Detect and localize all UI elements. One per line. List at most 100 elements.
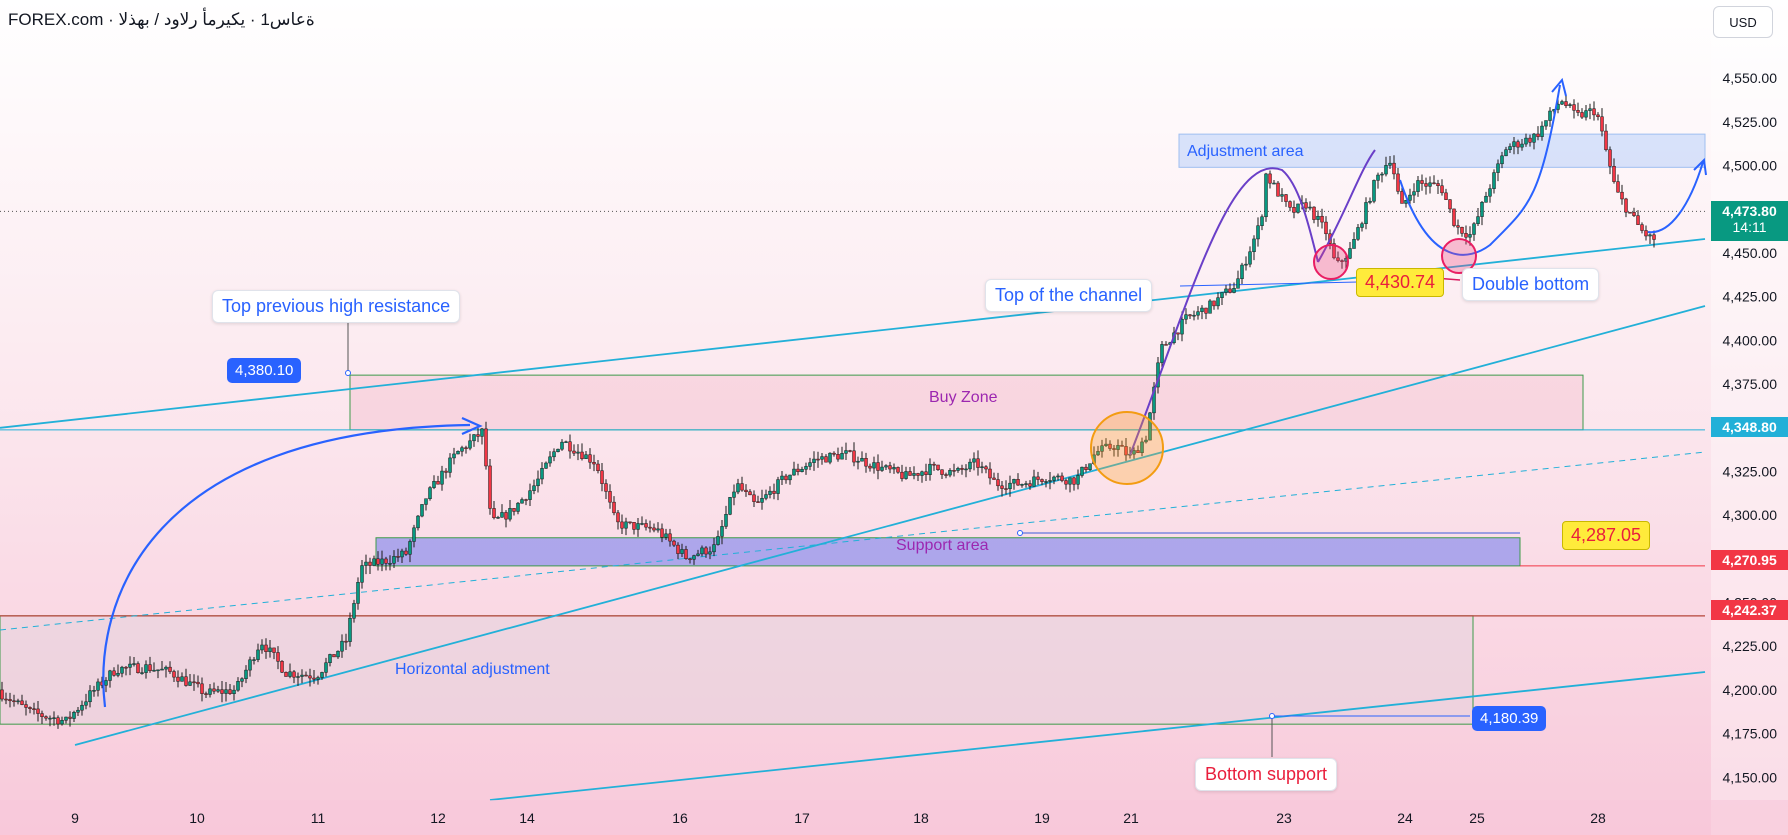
candle-body: [1212, 300, 1216, 307]
candle-body: [4, 698, 8, 701]
price-label-4380: 4,380.10: [227, 358, 302, 383]
candle-body: [276, 652, 280, 662]
candle-body: [1248, 251, 1252, 265]
candle-body: [444, 470, 448, 473]
candle-body: [1196, 311, 1200, 316]
arrow-head-left: [461, 416, 483, 436]
candle-body: [316, 677, 320, 680]
candle-body: [116, 672, 120, 676]
candle-body: [1012, 479, 1016, 484]
currency-button[interactable]: USD: [1713, 6, 1773, 38]
candle-body: [1068, 477, 1072, 485]
candle-body: [1124, 446, 1128, 456]
candle-body: [1136, 450, 1140, 454]
candle-body: [1500, 155, 1504, 165]
candle-body: [788, 474, 792, 481]
candle-body: [180, 676, 184, 682]
candle-body: [824, 456, 828, 463]
candle-body: [580, 451, 584, 459]
double-bottom-curve: [1399, 84, 1561, 256]
candle-body: [672, 540, 676, 546]
candle-body: [48, 717, 52, 720]
candle-body: [552, 451, 556, 458]
candle-body: [632, 521, 636, 530]
candle-body: [408, 541, 412, 555]
candle-body: [548, 456, 552, 464]
x-tick-label: 17: [794, 810, 810, 826]
candle-body: [256, 649, 260, 660]
candle-body: [780, 475, 784, 480]
candle-body: [164, 666, 168, 670]
candle-body: [544, 462, 548, 469]
candle-body: [992, 477, 996, 480]
candle-body: [1296, 203, 1300, 213]
candle-body: [1132, 450, 1136, 455]
candle-body: [804, 466, 808, 470]
y-tick-label: 4,375.00: [1723, 376, 1778, 392]
candle-body: [1084, 466, 1088, 470]
candle-body: [1436, 183, 1440, 187]
candle-body: [1588, 108, 1592, 111]
y-tick-label: 4,175.00: [1723, 726, 1778, 742]
candle-body: [820, 456, 824, 460]
candle-body: [1076, 475, 1080, 485]
candle-body: [500, 512, 504, 518]
candle-body: [1524, 137, 1528, 145]
candle-body: [1468, 234, 1472, 238]
candle-body: [1064, 480, 1068, 485]
candle-body: [372, 558, 376, 566]
candle-body: [692, 555, 696, 560]
candle-body: [668, 533, 672, 542]
candle-body: [1260, 216, 1264, 226]
candle-body: [1572, 104, 1576, 111]
candle-body: [1356, 227, 1360, 240]
candle-body: [816, 458, 820, 461]
candle-body: [1600, 116, 1604, 132]
x-tick-label: 12: [430, 810, 446, 826]
candle-body: [1396, 173, 1400, 192]
candle-body: [640, 523, 644, 525]
candle-body: [496, 517, 500, 519]
candle-body: [96, 681, 100, 691]
candle-body: [156, 669, 160, 672]
candle-body: [1024, 483, 1028, 485]
candle-body: [528, 490, 532, 500]
candle-body: [0, 689, 4, 700]
bottom-support-callout: Bottom support: [1195, 758, 1338, 791]
candle-body: [612, 501, 616, 514]
candle-body: [148, 664, 152, 672]
candle-body: [1280, 194, 1284, 197]
candle-body: [1184, 314, 1188, 320]
candle-body: [852, 450, 856, 463]
double-bottom-neck: [1179, 281, 1359, 287]
candle-body: [1204, 307, 1208, 314]
candle-body: [88, 690, 92, 703]
candle-body: [388, 563, 392, 565]
candle-body: [1180, 318, 1184, 335]
candle-body: [1440, 185, 1444, 194]
candle-body: [592, 461, 596, 465]
candle-body: [1240, 264, 1244, 279]
candle-body: [636, 523, 640, 530]
axis-tag-4270: 4,270.95: [1711, 550, 1788, 570]
candle-body: [716, 536, 720, 545]
candle-body: [1028, 483, 1032, 487]
bottom-channel-line: [489, 671, 1706, 801]
candle-body: [384, 558, 388, 564]
x-tick-label: 24: [1397, 810, 1413, 826]
candle-body: [940, 469, 944, 475]
y-tick-label: 4,150.00: [1723, 769, 1778, 785]
candle-body: [460, 447, 464, 452]
candle-body: [412, 527, 416, 542]
x-tick-label: 11: [311, 810, 326, 826]
candle-body: [1348, 248, 1352, 259]
candle-body: [492, 508, 496, 519]
candle-body: [1464, 233, 1468, 238]
top-channel-callout: Top of the channel: [985, 279, 1153, 312]
candle-body: [236, 681, 240, 691]
candle-body: [928, 463, 932, 475]
candle-body: [856, 460, 860, 463]
candle-body: [1492, 172, 1496, 189]
candle-body: [152, 669, 156, 672]
